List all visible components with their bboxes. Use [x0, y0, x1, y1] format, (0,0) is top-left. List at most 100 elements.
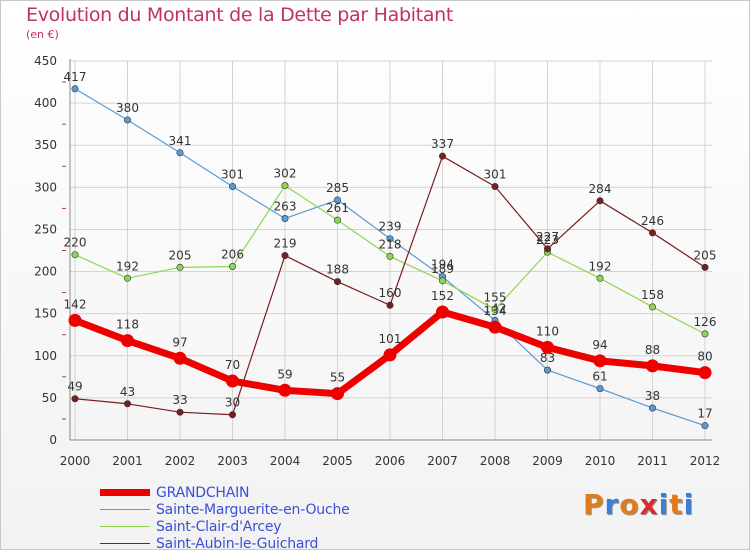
data-label: 61	[592, 370, 607, 384]
legend-label: Sainte-Marguerite-en-Ouche	[156, 501, 350, 518]
data-point	[331, 387, 344, 401]
data-label: 118	[116, 318, 139, 332]
y-tick-label: 200	[34, 265, 57, 279]
data-label: 301	[484, 167, 507, 181]
data-point	[176, 263, 184, 271]
legend-swatch	[100, 508, 150, 511]
logo-letter: o	[619, 488, 640, 521]
data-point	[278, 383, 292, 397]
data-point	[173, 351, 187, 365]
data-point	[383, 348, 397, 362]
data-label: 192	[589, 259, 612, 273]
x-tick-label: 2007	[427, 454, 458, 468]
data-point	[491, 305, 499, 313]
data-label: 101	[379, 332, 402, 346]
legend-item: Saint-Clair-d'Arcey	[100, 518, 350, 535]
data-label: 218	[379, 237, 402, 251]
data-label: 134	[484, 304, 507, 318]
data-label: 70	[225, 358, 240, 372]
data-point	[646, 359, 659, 373]
data-label: 246	[641, 214, 664, 228]
data-point	[124, 116, 132, 124]
data-point	[701, 330, 709, 338]
data-label: 219	[274, 237, 297, 251]
data-label: 17	[697, 407, 712, 421]
data-point	[701, 422, 709, 430]
data-label: 337	[431, 137, 454, 151]
data-label: 83	[540, 351, 555, 365]
x-tick-label: 2002	[165, 454, 196, 468]
data-label: 341	[169, 134, 192, 148]
data-point	[281, 214, 289, 222]
data-label: 59	[277, 367, 292, 381]
data-point	[438, 277, 446, 285]
proxiti-logo: Proxiti	[583, 488, 694, 521]
logo-letter: i	[658, 488, 670, 521]
data-label: 227	[536, 230, 559, 244]
data-point	[226, 374, 239, 388]
y-tick-label: 450	[34, 54, 57, 68]
data-point	[229, 411, 237, 419]
y-tick-label: 100	[34, 349, 57, 363]
data-point	[176, 149, 184, 157]
x-tick-label: 2010	[585, 454, 616, 468]
data-label: 192	[116, 259, 139, 273]
data-point	[71, 251, 79, 259]
data-point	[543, 245, 551, 253]
data-label: 417	[64, 70, 87, 84]
y-tick-label: 350	[34, 138, 57, 152]
y-tick-label: 400	[34, 96, 57, 110]
data-label: 155	[484, 290, 507, 304]
x-tick-label: 2000	[60, 454, 91, 468]
data-label: 263	[274, 199, 297, 213]
data-label: 94	[592, 338, 607, 352]
logo-letter: P	[583, 488, 605, 521]
data-label: 285	[326, 181, 349, 195]
data-label: 261	[326, 201, 349, 215]
chart-title: Evolution du Montant de la Dette par Hab…	[26, 4, 454, 26]
data-point	[543, 366, 551, 374]
data-point	[121, 334, 134, 348]
logo-letter: x	[639, 488, 659, 521]
legend-swatch	[100, 542, 150, 545]
data-point	[648, 404, 656, 412]
data-point	[386, 235, 394, 243]
data-point	[596, 385, 604, 393]
legend-item: Saint-Aubin-le-Guichard	[100, 535, 350, 552]
legend-swatch	[100, 489, 150, 496]
legend-label: GRANDCHAIN	[156, 484, 250, 501]
data-point	[229, 182, 237, 190]
data-point	[124, 274, 132, 282]
data-label: 158	[641, 288, 664, 302]
logo-letter: r	[604, 488, 620, 521]
data-label: 206	[221, 248, 244, 262]
data-label: 205	[694, 248, 717, 262]
logo-letter: i	[683, 488, 695, 521]
data-label: 49	[67, 380, 82, 394]
data-point	[333, 196, 341, 204]
x-tick-label: 2004	[270, 454, 301, 468]
legend-item: Sainte-Marguerite-en-Ouche	[100, 501, 350, 518]
data-label: 194	[431, 258, 454, 272]
data-point	[176, 408, 184, 416]
data-point	[648, 229, 656, 237]
data-point	[386, 252, 394, 260]
data-point	[488, 320, 502, 334]
x-tick-label: 2009	[532, 454, 563, 468]
data-label: 88	[645, 343, 660, 357]
data-label: 33	[172, 393, 187, 407]
y-tick-label: 0	[49, 433, 57, 447]
data-label: 302	[274, 167, 297, 181]
data-label: 160	[379, 286, 402, 300]
data-label: 220	[64, 236, 87, 250]
data-label: 80	[697, 350, 712, 364]
x-tick-label: 2008	[480, 454, 511, 468]
x-tick-label: 2011	[637, 454, 668, 468]
legend-label: Saint-Aubin-le-Guichard	[156, 535, 319, 552]
data-label: 152	[431, 289, 454, 303]
data-label: 97	[172, 335, 187, 349]
legend-label: Saint-Clair-d'Arcey	[156, 518, 282, 535]
x-tick-label: 2003	[217, 454, 248, 468]
data-point	[436, 305, 449, 319]
data-point	[281, 182, 289, 190]
